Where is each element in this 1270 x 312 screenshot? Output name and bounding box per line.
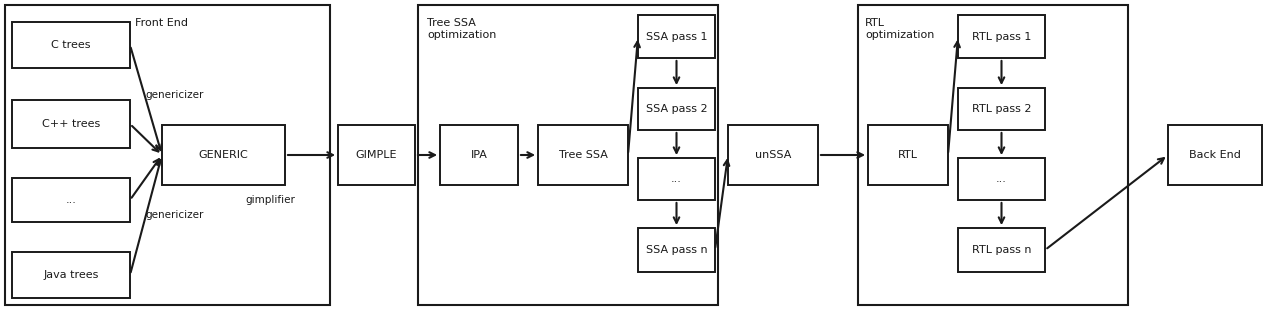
Bar: [11, 22, 130, 68]
Text: RTL pass n: RTL pass n: [972, 245, 1031, 255]
Text: gimplifier: gimplifier: [245, 195, 295, 205]
Bar: [11, 100, 130, 148]
Text: Tree SSA: Tree SSA: [559, 150, 607, 160]
Bar: [958, 15, 1045, 58]
Bar: [418, 5, 718, 305]
Text: C++ trees: C++ trees: [42, 119, 100, 129]
Bar: [439, 125, 518, 185]
Bar: [5, 5, 330, 305]
Text: genericizer: genericizer: [145, 210, 203, 220]
Bar: [728, 125, 818, 185]
Text: Tree SSA
optimization: Tree SSA optimization: [427, 18, 497, 40]
Bar: [638, 88, 715, 130]
Bar: [1168, 125, 1262, 185]
Text: genericizer: genericizer: [145, 90, 203, 100]
Bar: [638, 228, 715, 272]
Text: unSSA: unSSA: [754, 150, 791, 160]
Bar: [11, 252, 130, 298]
Text: RTL
optimization: RTL optimization: [865, 18, 935, 40]
Bar: [638, 158, 715, 200]
Text: ...: ...: [671, 174, 682, 184]
Bar: [11, 178, 130, 222]
Text: SSA pass 1: SSA pass 1: [645, 32, 707, 41]
Bar: [538, 125, 627, 185]
Text: RTL pass 1: RTL pass 1: [972, 32, 1031, 41]
Text: IPA: IPA: [471, 150, 488, 160]
Text: SSA pass n: SSA pass n: [645, 245, 707, 255]
Bar: [638, 15, 715, 58]
Bar: [958, 158, 1045, 200]
Text: ...: ...: [66, 195, 76, 205]
Text: Java trees: Java trees: [43, 270, 99, 280]
Bar: [163, 125, 284, 185]
Bar: [958, 228, 1045, 272]
Text: Front End: Front End: [135, 18, 188, 28]
Text: GENERIC: GENERIC: [198, 150, 249, 160]
Text: ...: ...: [996, 174, 1007, 184]
Text: SSA pass 2: SSA pass 2: [645, 104, 707, 114]
Bar: [859, 5, 1128, 305]
Text: RTL pass 2: RTL pass 2: [972, 104, 1031, 114]
Text: GIMPLE: GIMPLE: [356, 150, 398, 160]
Text: RTL: RTL: [898, 150, 918, 160]
Bar: [958, 88, 1045, 130]
Text: Back End: Back End: [1189, 150, 1241, 160]
Text: C trees: C trees: [51, 40, 90, 50]
Bar: [867, 125, 947, 185]
Bar: [338, 125, 415, 185]
